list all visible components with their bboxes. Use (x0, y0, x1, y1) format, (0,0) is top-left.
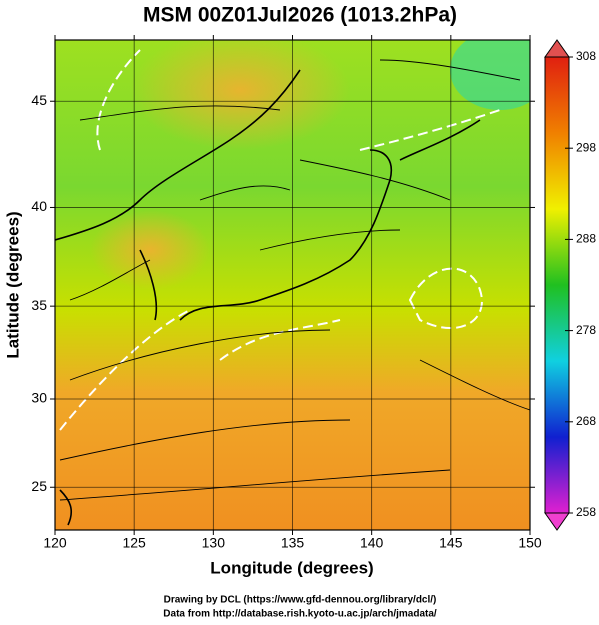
x-tick-label: 135 (281, 535, 305, 551)
footnote: Data from http://database.rish.kyoto-u.a… (163, 609, 437, 620)
colorbar-tick-label: 288 (576, 232, 596, 246)
colorbar-max-arrow (544, 39, 570, 58)
y-tick-label: 35 (31, 297, 47, 313)
footnote: Drawing by DCL (https://www.gfd-dennou.o… (164, 595, 437, 606)
y-tick-label: 30 (31, 390, 47, 406)
y-axis-label: Latitude (degrees) (3, 211, 22, 358)
colorbar-tick-label: 308 (576, 49, 596, 63)
y-tick-label: 25 (31, 478, 47, 494)
y-tick-label: 40 (31, 198, 47, 214)
x-tick-label: 150 (518, 535, 542, 551)
x-tick-label: 130 (202, 535, 226, 551)
map-field (55, 40, 530, 530)
x-axis-label: Longitude (degrees) (210, 558, 373, 577)
colorbar-tick-label: 258 (576, 505, 596, 519)
colorbar-tick-label: 278 (576, 323, 596, 337)
colorbar-min-arrow (544, 512, 570, 531)
colorbar (544, 56, 570, 514)
y-tick-label: 45 (31, 92, 47, 108)
chart-title: MSM 00Z01Jul2026 (1013.2hPa) (143, 4, 457, 27)
colorbar-tick-label: 268 (576, 414, 596, 428)
colorbar-tick-label: 298 (576, 140, 596, 154)
x-tick-label: 140 (360, 535, 384, 551)
x-tick-label: 145 (439, 535, 463, 551)
x-tick-label: 120 (43, 535, 67, 551)
x-tick-label: 125 (122, 535, 146, 551)
